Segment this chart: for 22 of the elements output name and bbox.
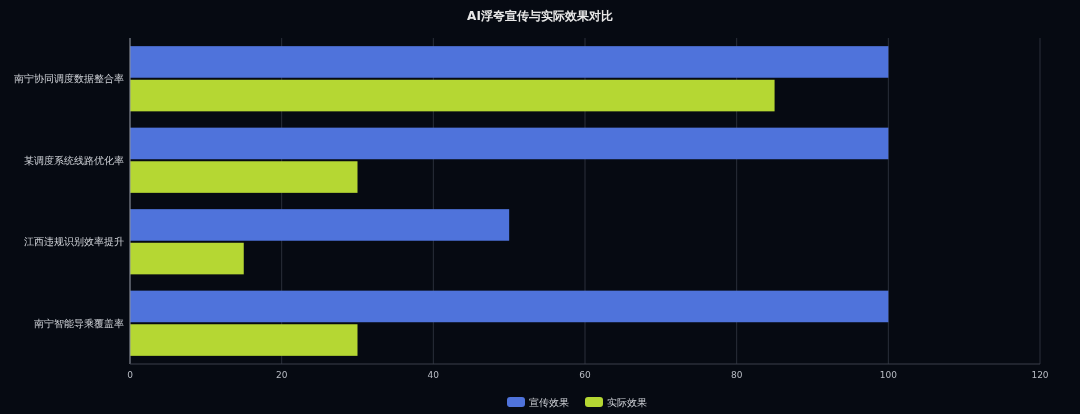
bar [130, 161, 358, 193]
y-tick-label: 南宁智能导乘覆盖率 [34, 317, 124, 329]
bar [130, 242, 244, 275]
x-tick-label: 40 [427, 370, 440, 380]
bar [130, 79, 775, 112]
chart-title: AI浮夸宣传与实际效果对比 [467, 9, 613, 23]
bar [130, 127, 889, 160]
y-tick-label: 江西违规识别效率提升 [24, 236, 124, 248]
x-tick-label: 80 [730, 370, 743, 380]
bar [130, 209, 510, 241]
bar [130, 290, 889, 323]
y-tick-label: 某调度系统线路优化率 [24, 154, 124, 166]
legend-label: 宣传效果 [529, 396, 569, 408]
x-tick-label: 120 [1031, 370, 1049, 380]
x-tick-label: 0 [127, 370, 134, 380]
x-tick-label: 60 [579, 370, 591, 380]
x-tick-label: 20 [275, 370, 288, 380]
x-tick-label: 100 [879, 370, 898, 380]
y-tick-label: 南宁协同调度数据整合率 [14, 73, 124, 85]
bar [130, 46, 889, 78]
legend-label: 实际效果 [607, 396, 647, 408]
bar [130, 324, 358, 356]
